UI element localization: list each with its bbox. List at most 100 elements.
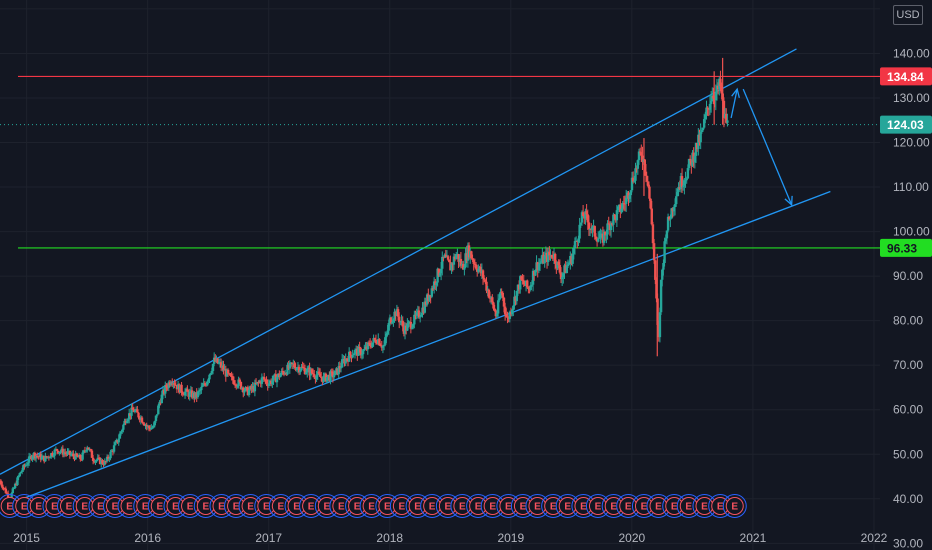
candle-body <box>361 350 365 355</box>
candle-body <box>181 392 184 395</box>
candle-body <box>313 374 316 378</box>
candle-body <box>349 351 352 356</box>
candle-body <box>565 266 569 274</box>
earnings-marker-label: E <box>550 502 557 513</box>
earnings-marker-label: E <box>671 502 678 513</box>
candle-body <box>598 237 601 239</box>
candle-body <box>19 471 23 474</box>
candle-body <box>553 253 557 264</box>
up-arrow <box>730 88 738 119</box>
candle-body <box>22 465 25 471</box>
candle-body <box>40 456 44 460</box>
candle-body <box>482 277 486 280</box>
candle-body <box>512 305 515 311</box>
currency-label[interactable]: USD <box>893 5 923 25</box>
candle-body <box>303 367 307 375</box>
horizontal-levels[interactable] <box>0 75 932 249</box>
price-axis[interactable]: 140.00 130.00 120.00 110.00 100.00 90.00 80.00… <box>880 0 932 550</box>
candle-body <box>26 462 30 465</box>
candle-body <box>180 384 183 393</box>
earnings-marker-label: E <box>489 502 496 513</box>
candle-body <box>629 190 633 196</box>
candle-body <box>347 351 351 362</box>
candle-body <box>155 414 159 416</box>
earnings-marker-label: E <box>263 502 270 513</box>
candle-body <box>651 224 655 244</box>
candle-body <box>301 366 304 368</box>
candle-body <box>209 373 212 375</box>
candle-body <box>90 450 94 458</box>
candle-body <box>126 419 130 422</box>
candle-body <box>263 377 266 380</box>
candle-body <box>709 101 713 104</box>
earnings-marker-label: E <box>354 502 361 513</box>
candle-body <box>661 269 664 280</box>
candle-body <box>173 383 176 385</box>
candle-body <box>384 337 387 345</box>
down-arrow <box>742 88 793 206</box>
candle-body <box>673 204 677 208</box>
candle-body <box>722 100 726 118</box>
time-tick-label: 2017 <box>255 531 282 545</box>
candle-body <box>522 280 525 285</box>
candle-body <box>310 369 314 374</box>
earnings-marker-label: E <box>35 502 42 513</box>
candle-body <box>96 457 99 461</box>
candle-body <box>612 214 615 225</box>
candle-body <box>418 316 422 318</box>
candle-body <box>89 449 92 451</box>
candle-body <box>452 256 456 265</box>
candle-body <box>339 367 343 369</box>
earnings-marker-label: E <box>580 502 587 513</box>
time-axis[interactable]: 2015 2016 2017 2018 2019 2020 2021 2022 <box>13 531 887 545</box>
candle-body <box>683 180 686 186</box>
candle-body <box>316 371 319 376</box>
earnings-marker-label: E <box>323 502 330 513</box>
candle-body <box>644 171 648 176</box>
candle-body <box>47 456 51 458</box>
candle-body <box>0 481 3 485</box>
candle-body <box>457 254 460 262</box>
candle-body <box>615 210 619 221</box>
candle-body <box>6 493 10 499</box>
candle-body <box>714 92 717 101</box>
candle-body <box>499 291 502 299</box>
candle-body <box>18 473 21 477</box>
candle-body <box>52 455 55 457</box>
candle-body <box>573 241 577 248</box>
candle-body <box>470 251 473 259</box>
candle-body <box>1 484 4 488</box>
candle-body <box>58 452 61 454</box>
candle-body <box>12 488 16 490</box>
candle-body <box>210 370 214 374</box>
candle-body <box>537 263 541 271</box>
candle-body <box>387 322 390 331</box>
candle-body <box>641 155 644 163</box>
candle-body <box>141 422 145 424</box>
candle-body <box>508 311 511 319</box>
candle-body <box>594 236 598 240</box>
earnings-marker-label: E <box>187 502 194 513</box>
candle-body <box>315 375 318 379</box>
candle-body <box>196 391 200 398</box>
candle-body <box>200 386 203 391</box>
price-tick-label: 30.00 <box>893 536 923 550</box>
candle-body <box>329 371 332 381</box>
earnings-marker-label: E <box>126 502 133 513</box>
time-tick-label: 2019 <box>497 531 524 545</box>
price-tick-label: 100.00 <box>893 225 930 239</box>
candle-body <box>638 151 642 153</box>
candle-body <box>410 327 414 329</box>
earnings-marker-label: E <box>293 502 300 513</box>
candle-body <box>700 130 704 133</box>
candle-body <box>435 282 438 285</box>
forecast-arrows[interactable] <box>730 87 793 207</box>
down-arrow-head <box>784 195 793 207</box>
candle-body <box>293 363 296 368</box>
candle-body <box>526 280 529 288</box>
earnings-marker-label: E <box>610 502 617 513</box>
candle-body <box>481 270 485 278</box>
candle-body <box>10 493 13 499</box>
